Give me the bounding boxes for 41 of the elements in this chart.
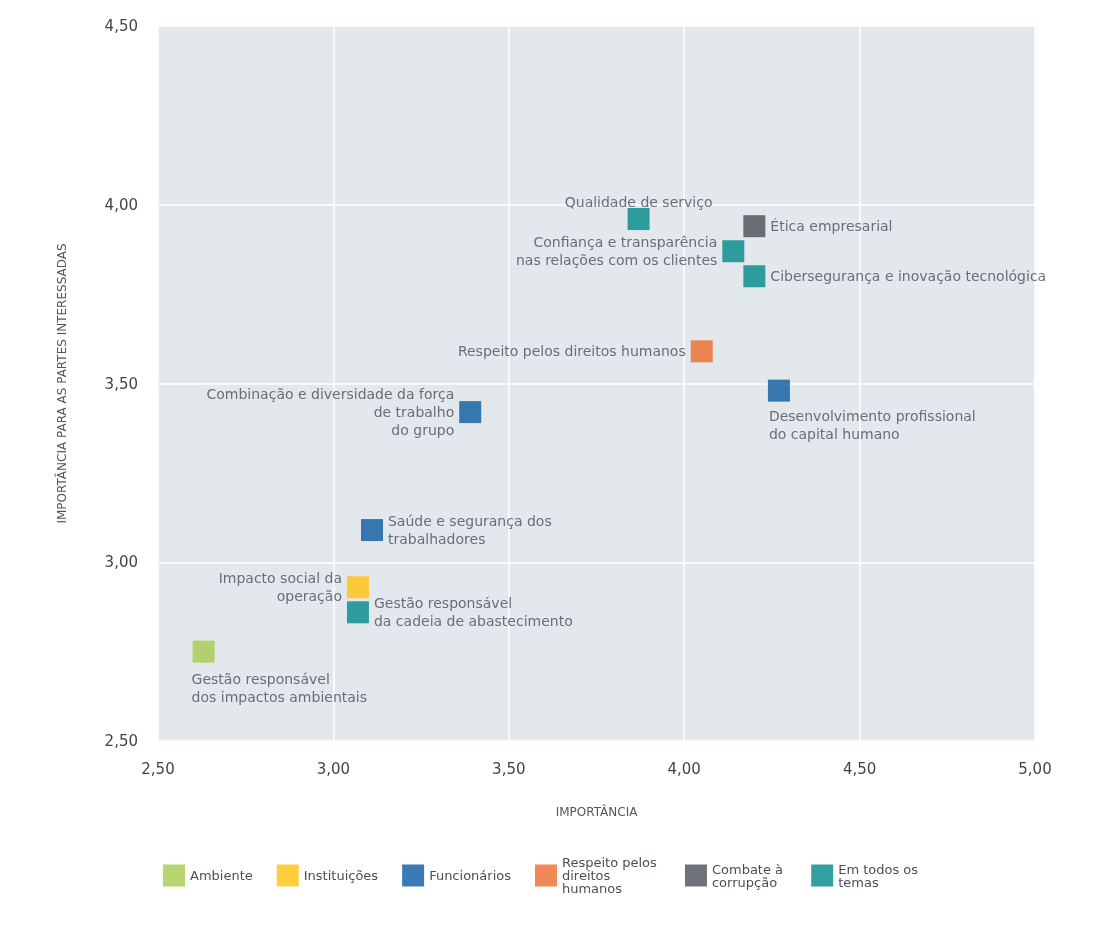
legend-label: Ambiente (190, 868, 253, 883)
annotation: Respeito pelos direitos humanos (457, 343, 686, 360)
annotation: Ética empresarial (770, 218, 893, 235)
legend-label: Em todos os temas (838, 861, 923, 890)
annotation: Qualidade de serviço (564, 194, 713, 211)
x-tick-label: 4,00 (667, 759, 701, 778)
legend-label: Funcionários (429, 868, 512, 883)
x-tick-label: 3,00 (316, 759, 351, 778)
x-tick-label: 2,50 (141, 759, 175, 778)
point (346, 601, 369, 624)
point (192, 640, 215, 663)
x-tick-label: 5,00 (1018, 759, 1052, 778)
point (360, 519, 383, 542)
x-tick-label: 3,50 (492, 759, 526, 778)
annotation: Impacto social da operação (218, 570, 342, 605)
legend-label: Respeito pelos direitos humanos (561, 855, 661, 896)
legend-label: Combate à corrupção (711, 861, 788, 890)
y-axis-title: IMPORTÂNCIA PARA AS PARTES INTERESSADAS (54, 243, 69, 524)
annotation: Confiança e transparência nas relações com os clientes (515, 234, 718, 269)
point (722, 240, 745, 263)
y-tick-label: 3,00 (104, 553, 138, 572)
point (627, 208, 650, 231)
legend-label: Instituições (303, 868, 379, 883)
annotation: Gestão responsável dos impactos ambientais (191, 670, 368, 705)
point (346, 576, 369, 599)
y-tick-label: 4,50 (104, 17, 138, 35)
annotation: Gestão responsável da cadeia de abastecimento (373, 595, 573, 630)
x-axis-title: IMPORTÂNCIA (555, 804, 639, 819)
point (459, 401, 482, 424)
point (743, 265, 766, 288)
annotation: Combinação e diversidade da força de trabalho do grupo (206, 386, 455, 439)
annotation: Desenvolvimento profissional do capital humano (768, 407, 976, 442)
point (743, 215, 766, 238)
annotation: Cibersegurança e inovação tecnológica (770, 268, 1047, 285)
point (767, 379, 790, 402)
x-tick-label: 4,50 (842, 759, 877, 778)
y-tick-label: 4,00 (104, 195, 138, 214)
annotation: Saúde e segurança dos trabalhadores (387, 513, 552, 548)
point (690, 340, 713, 363)
y-tick-label: 2,50 (104, 732, 138, 750)
y-tick-label: 3,50 (104, 374, 138, 393)
